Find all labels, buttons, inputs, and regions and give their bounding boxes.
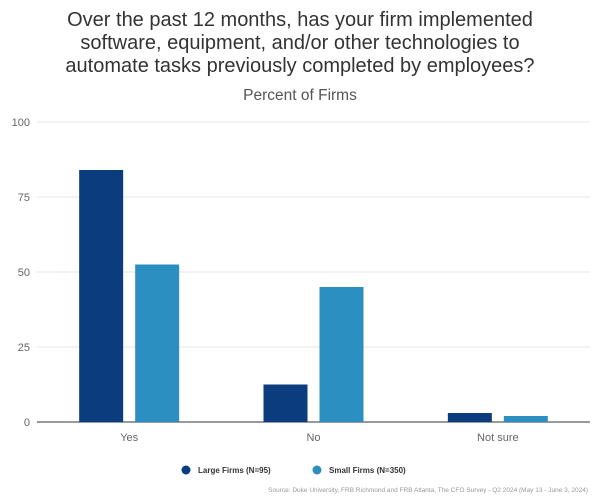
chart-subtitle: Percent of Firms	[243, 87, 357, 104]
chart-title-line-2: software, equipment, and/or other techno…	[80, 32, 520, 54]
bar	[503, 416, 548, 422]
y-tick-label: 75	[18, 192, 30, 204]
legend-marker	[312, 465, 322, 475]
legend-label: Small Firms (N=350)	[329, 466, 406, 475]
y-tick-label: 100	[12, 117, 30, 129]
y-tick-label: 50	[18, 267, 30, 279]
source-note: Source: Duke University, FRB Richmond an…	[268, 487, 588, 494]
legend-label: Large Firms (N=95)	[198, 466, 271, 475]
bar	[135, 264, 180, 422]
bar	[79, 170, 124, 422]
chart-title-line-3: automate tasks previously completed by e…	[65, 55, 535, 77]
y-tick-label: 0	[24, 417, 30, 429]
bar	[319, 287, 364, 422]
x-tick-label: No	[306, 432, 320, 444]
x-tick-label: Yes	[120, 432, 138, 444]
bar	[447, 413, 492, 422]
bar	[263, 384, 308, 422]
y-tick-label: 25	[18, 342, 30, 354]
legend-marker	[181, 465, 191, 475]
x-tick-label: Not sure	[477, 432, 519, 444]
chart-title-line-1: Over the past 12 months, has your firm i…	[67, 9, 533, 31]
